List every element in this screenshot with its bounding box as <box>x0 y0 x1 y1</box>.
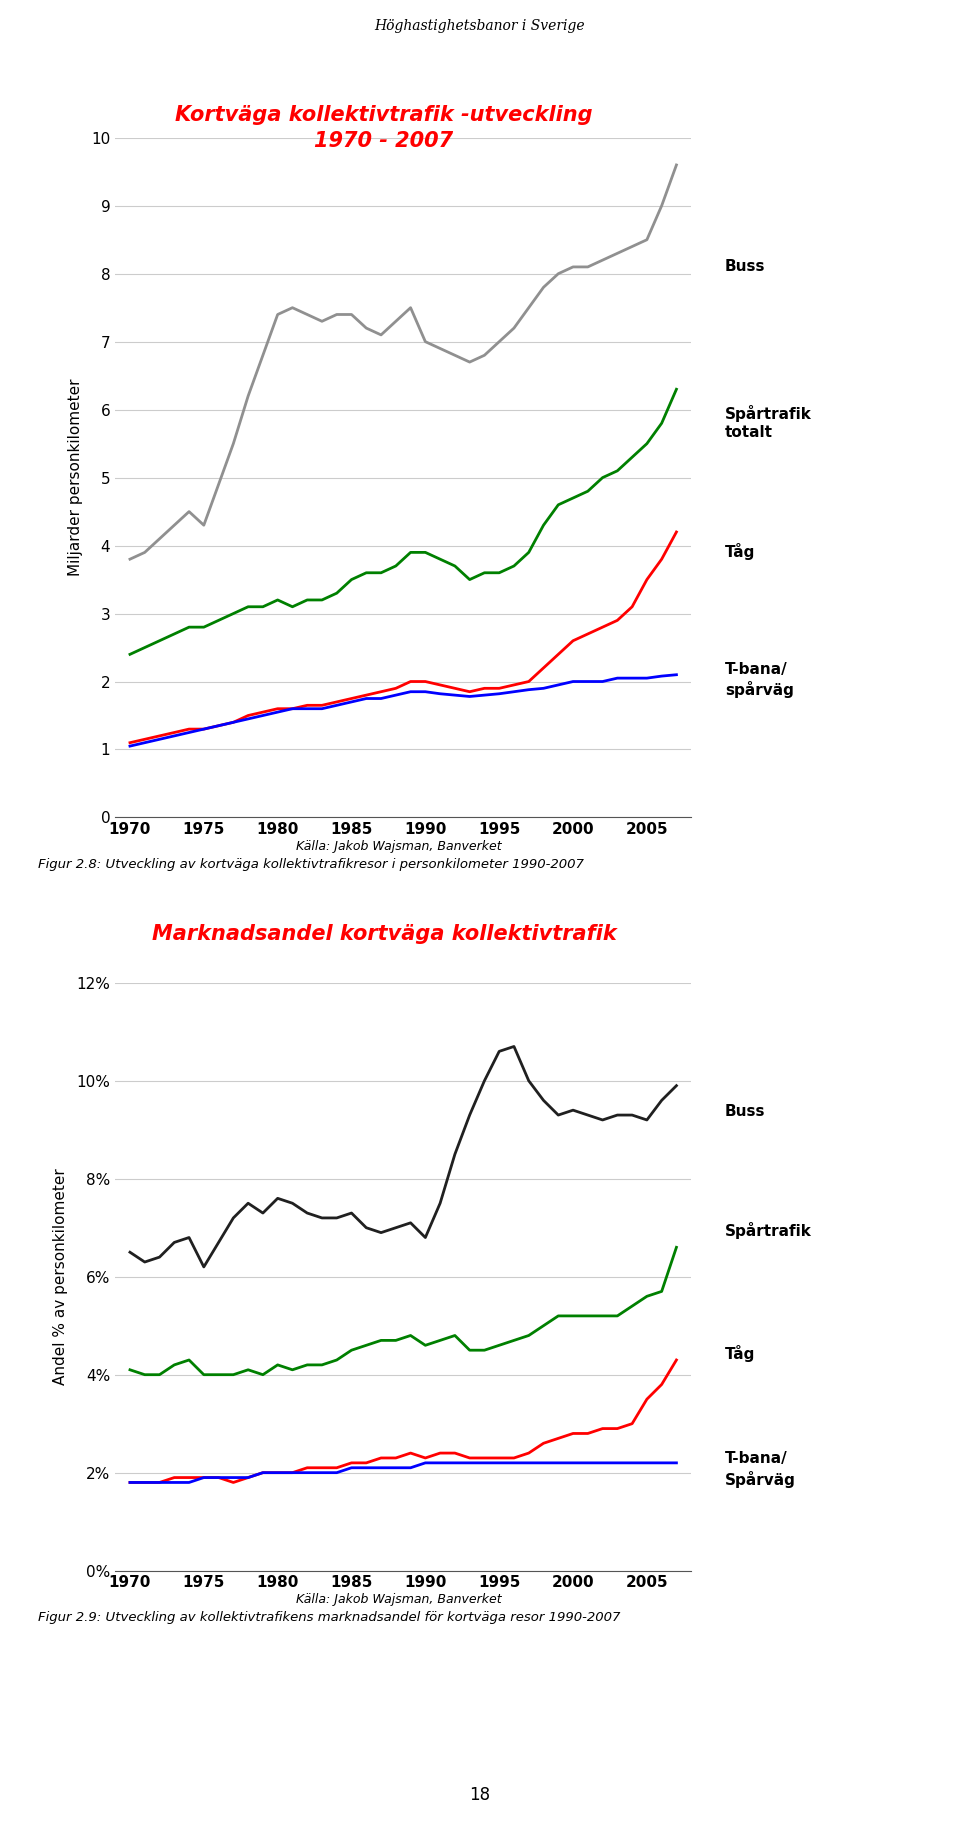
Text: Tåg: Tåg <box>725 542 756 560</box>
Text: Källa: Jakob Wajsman, Banverket: Källa: Jakob Wajsman, Banverket <box>296 840 501 852</box>
Text: Spårtrafik: Spårtrafik <box>725 1222 811 1240</box>
Text: Buss: Buss <box>725 259 765 274</box>
Text: Buss: Buss <box>725 1104 765 1119</box>
Y-axis label: Andel % av personkilometer: Andel % av personkilometer <box>53 1168 68 1385</box>
Text: Tåg: Tåg <box>725 1345 756 1363</box>
Text: Figur 2.8: Utveckling av kortväga kollektivtrafikresor i personkilometer 1990-20: Figur 2.8: Utveckling av kortväga kollek… <box>38 858 585 871</box>
Y-axis label: Miljarder personkilometer: Miljarder personkilometer <box>68 378 83 577</box>
Text: Figur 2.9: Utveckling av kollektivtrafikens marknadsandel för kortväga resor 199: Figur 2.9: Utveckling av kollektivtrafik… <box>38 1611 621 1624</box>
Text: 18: 18 <box>469 1786 491 1804</box>
Text: T-bana/
spårväg: T-bana/ spårväg <box>725 661 794 698</box>
Text: Spårtrafik
totalt: Spårtrafik totalt <box>725 404 811 441</box>
Text: Kortväga kollektivtrafik -utveckling
1970 - 2007: Kortväga kollektivtrafik -utveckling 197… <box>175 105 593 151</box>
Text: Höghastighetsbanor i Sverige: Höghastighetsbanor i Sverige <box>374 18 586 33</box>
Text: Källa: Jakob Wajsman, Banverket: Källa: Jakob Wajsman, Banverket <box>296 1593 501 1606</box>
Text: T-bana/
Spårväg: T-bana/ Spårväg <box>725 1451 796 1488</box>
Text: Marknadsandel kortväga kollektivtrafik: Marknadsandel kortväga kollektivtrafik <box>152 924 616 944</box>
